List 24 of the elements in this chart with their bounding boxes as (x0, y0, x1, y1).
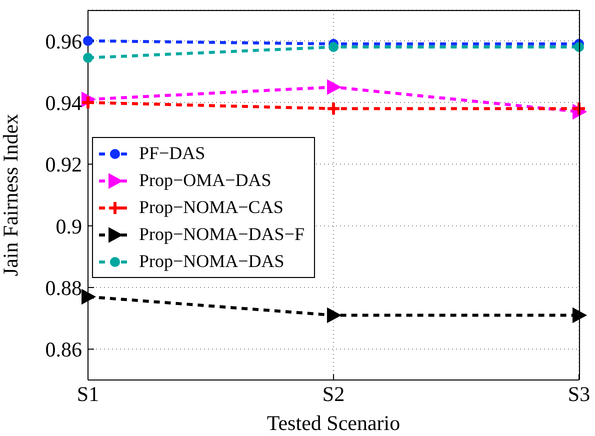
y-tick-label: 0.92 (45, 152, 82, 177)
x-tick-label: S3 (568, 382, 590, 406)
point (83, 36, 93, 46)
point (327, 308, 341, 323)
legend-label: Prop−NOMA−DAS (139, 251, 284, 272)
y-tick-label: 0.88 (45, 276, 82, 300)
x-tick-label: S2 (322, 382, 345, 406)
legend-label: Prop−OMA−DAS (139, 170, 272, 191)
y-tick-label: 0.96 (45, 29, 82, 54)
point (82, 289, 96, 304)
point (328, 102, 340, 115)
legend-label: Prop−NOMA−CAS (139, 197, 284, 218)
point (83, 52, 93, 63)
y-tick-label: 0.86 (45, 338, 82, 362)
x-axis-title: Tested Scenario (266, 411, 400, 435)
y-tick-label: 0.9 (56, 214, 82, 238)
point (328, 42, 338, 52)
point (572, 308, 586, 323)
x-tick-label: S1 (76, 382, 100, 406)
y-tick-label: 0.94 (45, 90, 82, 115)
y-axis-title: Jain Fairness Index (0, 113, 22, 276)
point (327, 80, 341, 95)
legend-label: PF−DAS (139, 143, 206, 164)
legend-label: Prop−NOMA−DAS−F (139, 224, 304, 245)
